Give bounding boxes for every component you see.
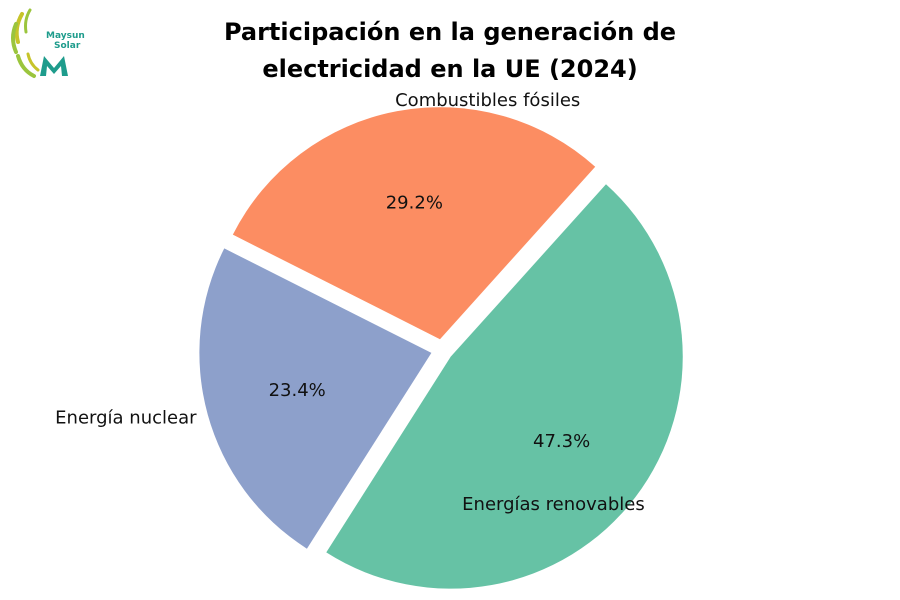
pie-category-label-2: Energías renovables bbox=[462, 494, 645, 515]
pie-slice-0 bbox=[232, 107, 596, 340]
chart-title: Participación en la generación de electr… bbox=[150, 14, 750, 88]
maysun-solar-logo: Maysun Solar bbox=[11, 8, 85, 78]
pie-category-label-0: Combustibles fósiles bbox=[395, 90, 580, 111]
pie-value-label-1: 23.4% bbox=[269, 380, 326, 401]
logo-text-solar: Solar bbox=[54, 41, 81, 51]
logo-rays bbox=[11, 8, 40, 78]
pie-value-label-0: 29.2% bbox=[386, 192, 443, 213]
pie-category-label-1: Energía nuclear bbox=[55, 408, 197, 429]
pie-slice-2 bbox=[326, 184, 683, 589]
logo-m-mark bbox=[40, 56, 68, 76]
logo-text-maysun: Maysun bbox=[46, 31, 85, 41]
chart-title-line1: Participación en la generación de bbox=[223, 18, 677, 46]
chart-title-line2: electricidad en la UE (2024) bbox=[262, 55, 638, 83]
pie-slice-1 bbox=[199, 248, 432, 549]
pie-value-label-2: 47.3% bbox=[533, 431, 590, 452]
